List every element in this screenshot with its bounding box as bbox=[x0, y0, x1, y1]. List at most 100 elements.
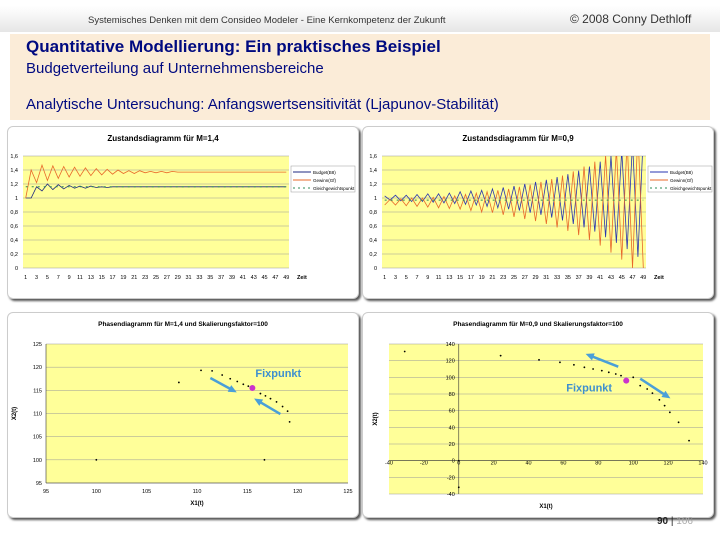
y-tick-label: 0,8 bbox=[10, 210, 18, 216]
data-point bbox=[221, 374, 224, 376]
legend bbox=[647, 165, 713, 193]
data-point bbox=[259, 392, 262, 395]
fixpoint-label: Fixpunkt bbox=[255, 368, 301, 380]
x-tick-label: 41 bbox=[597, 275, 603, 281]
x-tick-label: 140 bbox=[698, 461, 707, 467]
data-point bbox=[620, 374, 622, 377]
x-tick-label: 20 bbox=[491, 461, 497, 467]
y-tick-label: 80 bbox=[449, 392, 455, 398]
data-point bbox=[632, 376, 635, 379]
data-point bbox=[677, 421, 680, 424]
y-tick-label: 125 bbox=[33, 342, 42, 348]
data-point bbox=[668, 411, 671, 414]
data-point bbox=[242, 383, 245, 386]
x-tick-label: 23 bbox=[500, 275, 506, 281]
data-point bbox=[499, 354, 502, 357]
x-axis-label: X1(t) bbox=[190, 501, 203, 507]
data-point bbox=[538, 358, 540, 361]
legend-label: Gleichgewichtspunkt bbox=[670, 186, 712, 191]
data-point bbox=[646, 388, 649, 390]
legend-label: Gewinn(Gf) bbox=[670, 178, 694, 183]
slide-header: Systemisches Denken mit dem Consideo Mod… bbox=[0, 6, 720, 32]
x-tick-label: 31 bbox=[186, 275, 192, 281]
data-point bbox=[688, 439, 690, 442]
y-tick-label: 120 bbox=[33, 365, 42, 371]
x-tick-label: 120 bbox=[664, 461, 673, 467]
slide-title: Quantitative Modellierung: Ein praktisch… bbox=[26, 37, 441, 56]
x-tick-label: 31 bbox=[543, 275, 549, 281]
x-tick-label: 15 bbox=[99, 275, 105, 281]
x-tick-label: 11 bbox=[77, 275, 83, 281]
data-point bbox=[573, 363, 575, 366]
x-tick-label: 40 bbox=[525, 461, 531, 467]
data-point bbox=[457, 486, 460, 489]
y-tick-label: 100 bbox=[446, 375, 455, 381]
arrow-icon bbox=[209, 376, 233, 392]
title-box: Quantitative Modellierung: Ein praktisch… bbox=[10, 34, 710, 120]
x-tick-label: 33 bbox=[554, 275, 560, 281]
x-tick-label: 115 bbox=[243, 489, 252, 495]
plot-area bbox=[389, 344, 703, 494]
legend bbox=[290, 165, 356, 193]
data-point bbox=[639, 384, 642, 387]
state-chart-m09: Zustandsdiagramm für M=0,9 0 0,2 0,4 0,6 0,8 1… bbox=[362, 126, 714, 299]
x-tick-label: 19 bbox=[479, 275, 485, 281]
data-point bbox=[200, 369, 202, 372]
data-point bbox=[583, 366, 586, 369]
data-point bbox=[95, 458, 98, 461]
x-tick-label: 33 bbox=[196, 275, 202, 281]
x-tick-label: 37 bbox=[218, 275, 224, 281]
x-tick-label: 7 bbox=[57, 275, 60, 281]
y-tick-label: 140 bbox=[446, 342, 455, 348]
x-tick-label: 1 bbox=[24, 275, 27, 281]
y-tick-label: 20 bbox=[449, 442, 455, 448]
y-tick-label: 1 bbox=[374, 196, 377, 202]
data-point bbox=[264, 394, 267, 397]
x-tick-label: 5 bbox=[46, 275, 49, 281]
y-tick-label: 0 bbox=[374, 266, 377, 272]
data-point bbox=[614, 373, 617, 375]
y-tick-label: 1,6 bbox=[10, 154, 18, 160]
data-point bbox=[607, 371, 610, 374]
x-tick-label: 23 bbox=[142, 275, 148, 281]
y-axis-label: X2(t) bbox=[373, 412, 379, 425]
y-tick-label: 0,6 bbox=[369, 224, 377, 230]
fixpoint-label: Fixpunkt bbox=[566, 383, 612, 395]
arrow-icon bbox=[589, 354, 619, 368]
page-current: 90 bbox=[657, 516, 669, 527]
y-tick-label: 0,2 bbox=[10, 252, 18, 258]
x-tick-label: 41 bbox=[240, 275, 246, 281]
fixpoint-marker bbox=[623, 377, 630, 384]
y-tick-label: 0,4 bbox=[369, 238, 377, 244]
x-tick-label: 110 bbox=[193, 489, 202, 495]
y-tick-label: 0,6 bbox=[10, 224, 18, 230]
data-point bbox=[177, 381, 180, 384]
x-tick-label: 17 bbox=[468, 275, 474, 281]
data-point bbox=[275, 401, 278, 403]
y-tick-label: 120 bbox=[446, 359, 455, 365]
phase-chart-m09: Phasendiagramm für M=0,9 und Skalierungs… bbox=[362, 312, 714, 518]
x-tick-label: -40 bbox=[385, 461, 393, 467]
x-tick-label: 3 bbox=[35, 275, 38, 281]
y-tick-label: -20 bbox=[447, 475, 455, 481]
legend-label: Gleichgewichtspunkt bbox=[313, 186, 355, 191]
y-tick-label: 1 bbox=[15, 196, 18, 202]
chart-title: Zustandsdiagramm für M=0,9 bbox=[462, 134, 574, 143]
y-tick-label: 115 bbox=[33, 388, 42, 394]
arrow-icon bbox=[639, 377, 667, 397]
y-tick-label: 0,4 bbox=[10, 238, 18, 244]
x-tick-label: 43 bbox=[251, 275, 257, 281]
x-axis-label: X1(t) bbox=[539, 504, 552, 510]
y-tick-label: 0,2 bbox=[369, 252, 377, 258]
x-tick-label: 49 bbox=[283, 275, 289, 281]
data-point bbox=[403, 350, 406, 353]
x-tick-label: 47 bbox=[629, 275, 635, 281]
arrow-icon bbox=[257, 399, 282, 416]
y-tick-label: 95 bbox=[36, 481, 42, 487]
series-line bbox=[384, 156, 643, 257]
y-tick-label: 0 bbox=[15, 266, 18, 272]
chart-title: Phasendiagramm für M=0,9 und Skalierungs… bbox=[453, 321, 623, 328]
x-tick-label: 60 bbox=[560, 461, 566, 467]
x-tick-label: 35 bbox=[207, 275, 213, 281]
header-text: Systemisches Denken mit dem Consideo Mod… bbox=[88, 15, 446, 26]
